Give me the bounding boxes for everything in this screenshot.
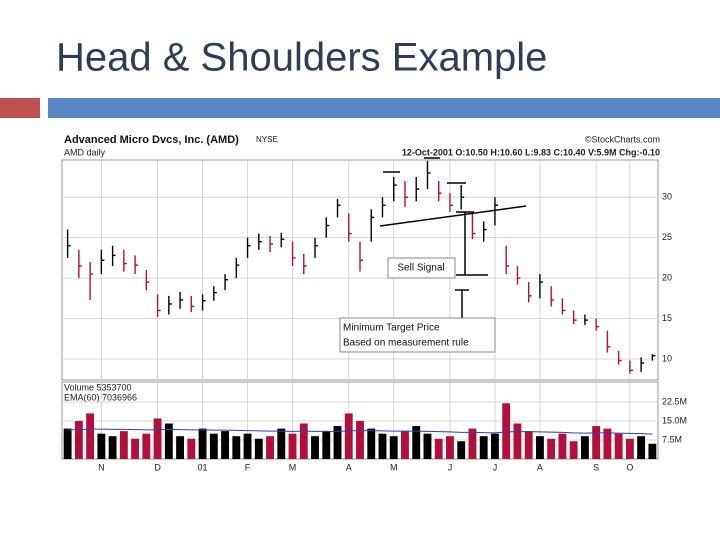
chart-frame	[60, 130, 662, 462]
volume-bar	[580, 436, 589, 459]
volume-bar	[221, 431, 229, 459]
volume-bar	[524, 431, 533, 459]
volume-bar	[569, 441, 578, 459]
y-tick-label: 22.5M	[662, 396, 687, 406]
y-tick-label: 30	[662, 192, 672, 202]
x-tick-label: N	[98, 462, 105, 472]
volume-bar	[164, 423, 173, 459]
volume-bar	[288, 433, 297, 459]
chart-title: Advanced Micro Dvcs, Inc. (AMD)	[64, 134, 239, 146]
x-tick-label: F	[245, 462, 251, 472]
volume-bar	[356, 421, 364, 459]
x-tick-label: J	[448, 462, 453, 472]
volume-bar	[232, 436, 241, 459]
annotation-box	[339, 317, 496, 353]
volume-bar	[108, 436, 117, 459]
volume-bar	[491, 433, 499, 459]
volume-bar	[468, 428, 477, 459]
volume-bar	[603, 428, 612, 459]
annotation: Minimum Target Price	[343, 323, 440, 334]
volume-bar	[378, 433, 387, 459]
volume-bar	[367, 428, 376, 459]
volume-bar	[243, 433, 252, 459]
volume-bar	[446, 436, 454, 459]
volume-bar	[502, 403, 511, 459]
volume-bar	[63, 428, 72, 459]
volume-bar	[648, 443, 657, 459]
volume-bar	[535, 436, 544, 459]
annotation: Sell Signal	[397, 263, 444, 274]
volume-bar	[198, 428, 207, 459]
volume-bar	[176, 436, 185, 459]
volume-bar	[153, 418, 162, 459]
volume-bar	[74, 421, 83, 459]
volume-bar	[97, 433, 106, 459]
x-tick-label: A	[346, 462, 352, 472]
volume-bar	[637, 436, 646, 459]
volume-bar	[333, 426, 342, 459]
x-tick-label: M	[289, 462, 297, 472]
volume-bar	[344, 413, 353, 459]
volume-bar	[592, 426, 601, 459]
volume-bar	[142, 433, 151, 459]
volume-bar	[254, 438, 263, 459]
volume-bar	[547, 438, 556, 459]
ema-line	[67, 428, 653, 435]
volume-bar	[401, 431, 409, 459]
volume-bar	[209, 433, 218, 459]
y-tick-label: 20	[662, 272, 672, 282]
volume-bar	[131, 438, 140, 459]
volume-bar	[625, 438, 634, 459]
neckline	[379, 205, 527, 227]
ema-label: EMA(60) 7036966	[64, 392, 137, 402]
volume-bar	[423, 433, 432, 459]
volume-bar	[119, 431, 128, 459]
subtitle: AMD daily	[64, 147, 106, 157]
volume-bar	[277, 428, 286, 459]
volume-bar	[479, 436, 488, 459]
x-tick-label: M	[390, 462, 398, 472]
y-tick-label: 7.5M	[662, 434, 682, 444]
y-tick-label: 10	[662, 353, 672, 363]
volume-bar	[513, 423, 522, 459]
volume-bar	[86, 413, 95, 459]
x-tick-label: J	[493, 462, 498, 472]
volume-bar	[558, 433, 567, 459]
accent-bar	[0, 98, 40, 118]
volume-bar	[311, 436, 319, 459]
x-tick-label: 01	[198, 462, 208, 472]
volume-bar	[457, 441, 466, 459]
volume-bar	[187, 438, 196, 459]
y-tick-label: 15.0M	[662, 415, 687, 425]
x-tick-label: S	[593, 462, 599, 472]
volume-bar	[434, 438, 443, 459]
volume-bar	[389, 436, 398, 459]
volume-bar	[614, 433, 623, 459]
volume-bar	[412, 426, 421, 459]
slide-title: Head & Shoulders Example	[56, 36, 547, 80]
accent-bar	[48, 98, 720, 118]
x-tick-label: O	[626, 462, 633, 472]
price-panel	[61, 159, 659, 381]
y-tick-label: 25	[662, 232, 672, 242]
source: ©StockCharts.com	[585, 134, 660, 144]
x-tick-label: A	[537, 462, 543, 472]
x-tick-label: D	[154, 462, 161, 472]
plot: 30 25 20 15 10 22.5M 15.0M 7.5M N D 01 F M A M J J A S O	[62, 160, 687, 472]
quote: 12-Oct-2001 O:10.50 H:10.60 L:9.83 C:10.…	[402, 147, 660, 157]
annotation: Based on measurement rule	[343, 338, 469, 349]
volume-bar	[299, 423, 308, 459]
volume-label: Volume 5353700	[64, 382, 132, 392]
annotation-box	[387, 257, 456, 279]
pattern-annotations	[379, 157, 527, 318]
volume-bar	[322, 431, 331, 459]
exchange: NYSE	[256, 135, 278, 144]
y-tick-label: 15	[662, 313, 672, 323]
volume-bar	[266, 436, 274, 459]
